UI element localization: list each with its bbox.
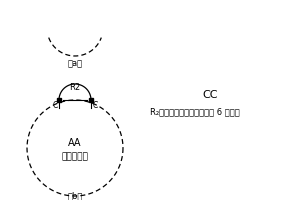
Text: 富勒烯部分: 富勒烯部分: [61, 152, 88, 162]
Text: （b）: （b）: [67, 192, 83, 200]
Text: CC: CC: [202, 90, 218, 100]
Text: C: C: [92, 100, 98, 110]
Text: R₂的构成原子的总原子量为 6 或更大: R₂的构成原子的总原子量为 6 或更大: [150, 108, 240, 116]
Text: （a）: （a）: [68, 60, 82, 68]
Text: C: C: [52, 100, 58, 110]
Text: AA: AA: [68, 138, 82, 148]
Text: R2: R2: [69, 84, 81, 92]
